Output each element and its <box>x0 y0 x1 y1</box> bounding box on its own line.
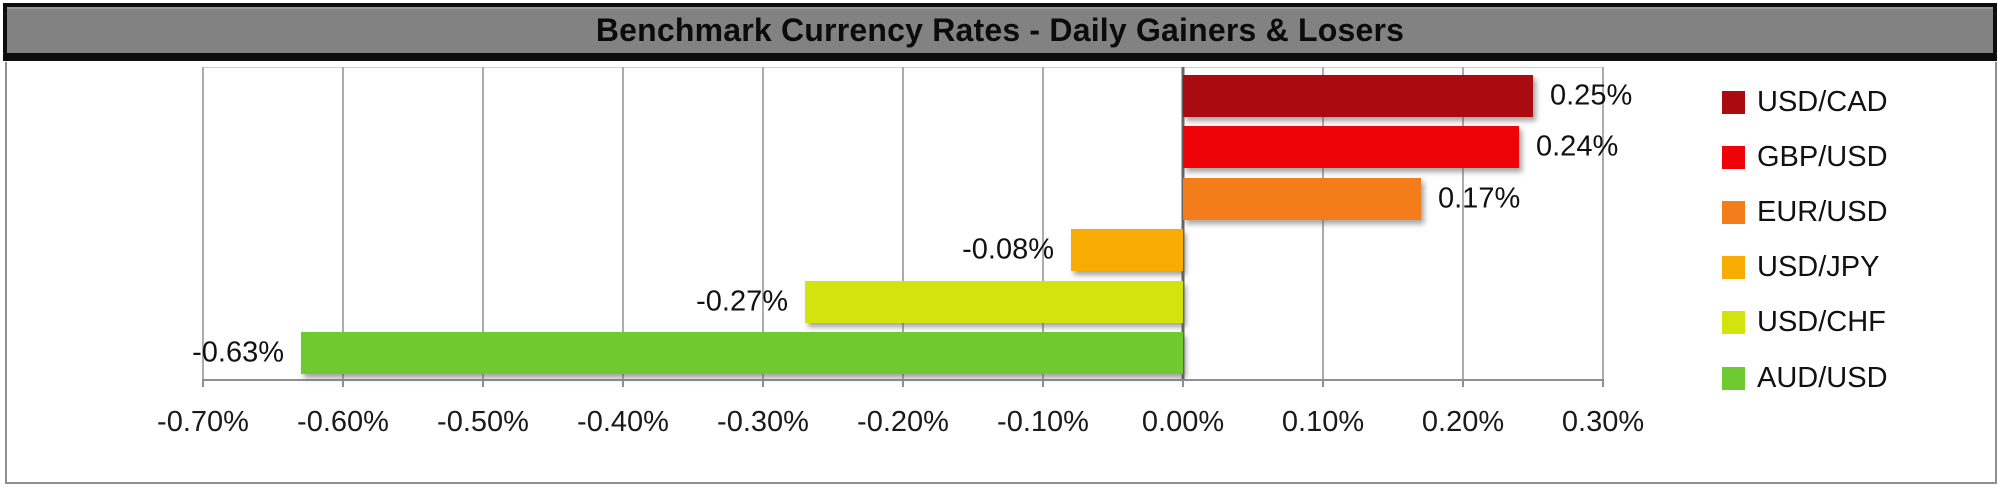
legend-label: USD/CHF <box>1757 306 1886 339</box>
legend-swatch-icon <box>1722 366 1745 390</box>
bar-gbp-usd <box>1183 126 1519 169</box>
legend-swatch-icon <box>1722 90 1745 114</box>
axis-tick <box>1602 379 1604 387</box>
bar-usd-chf <box>805 280 1183 323</box>
legend-label: GBP/USD <box>1757 140 1888 173</box>
legend-item-gbp-usd: GBP/USD <box>1722 140 1888 173</box>
zero-axis-line <box>1181 67 1185 379</box>
legend-swatch-icon <box>1722 256 1745 280</box>
axis-tick <box>622 379 624 387</box>
axis-tick <box>1182 379 1184 387</box>
x-tick-label: -0.10% <box>997 406 1089 438</box>
legend-item-eur-usd: EUR/USD <box>1722 195 1888 228</box>
axis-tick <box>342 379 344 387</box>
gridline <box>202 67 204 379</box>
gridline <box>902 67 904 379</box>
bar-aud-usd <box>301 332 1183 374</box>
gridline <box>1322 67 1324 379</box>
axis-tick <box>202 379 204 387</box>
x-tick-label: 0.00% <box>1141 406 1225 438</box>
x-tick-label: -0.40% <box>577 406 669 438</box>
bar-eur-usd <box>1183 177 1421 220</box>
x-tick-label: -0.50% <box>437 406 529 438</box>
gridline <box>342 67 344 379</box>
bar-value-label-aud-usd: -0.63% <box>192 336 284 369</box>
gridline <box>622 67 624 379</box>
chart-title-bar: Benchmark Currency Rates - Daily Gainers… <box>3 3 1997 61</box>
legend-swatch-icon <box>1722 200 1745 224</box>
chart-frame <box>5 62 1997 484</box>
legend-label: AUD/USD <box>1757 361 1888 394</box>
gridline <box>1462 67 1464 379</box>
bar-value-label-eur-usd: 0.17% <box>1438 182 1521 215</box>
x-tick-label: -0.70% <box>157 406 249 438</box>
legend-label: USD/JPY <box>1757 251 1880 284</box>
legend-label: EUR/USD <box>1757 195 1888 228</box>
chart-title: Benchmark Currency Rates - Daily Gainers… <box>595 12 1405 48</box>
legend-item-usd-chf: USD/CHF <box>1722 306 1886 339</box>
legend-label: USD/CAD <box>1757 85 1888 118</box>
axis-tick <box>902 379 904 387</box>
legend-swatch-icon <box>1722 311 1745 335</box>
gridline <box>1602 67 1604 379</box>
x-tick-label: -0.20% <box>857 406 949 438</box>
axis-tick <box>762 379 764 387</box>
x-tick-label: -0.60% <box>297 406 389 438</box>
legend-swatch-icon <box>1722 145 1745 169</box>
gridline <box>482 67 484 379</box>
x-tick-label: 0.20% <box>1421 406 1505 438</box>
x-tick-label: 0.10% <box>1281 406 1365 438</box>
axis-tick <box>1042 379 1044 387</box>
axis-tick <box>482 379 484 387</box>
bar-value-label-gbp-usd: 0.24% <box>1536 130 1619 163</box>
bar-usd-jpy <box>1071 229 1183 272</box>
bar-value-label-usd-cad: 0.25% <box>1550 79 1633 112</box>
legend-item-aud-usd: AUD/USD <box>1722 361 1888 394</box>
axis-tick <box>1462 379 1464 387</box>
legend-item-usd-jpy: USD/JPY <box>1722 251 1880 284</box>
x-tick-label: -0.30% <box>717 406 809 438</box>
gridline <box>1042 67 1044 379</box>
bar-value-label-usd-chf: -0.27% <box>696 285 788 318</box>
x-tick-label: 0.30% <box>1561 406 1645 438</box>
axis-tick <box>1322 379 1324 387</box>
gridline <box>762 67 764 379</box>
bar-value-label-usd-jpy: -0.08% <box>962 233 1054 266</box>
bar-usd-cad <box>1183 75 1533 117</box>
legend-item-usd-cad: USD/CAD <box>1722 85 1888 118</box>
